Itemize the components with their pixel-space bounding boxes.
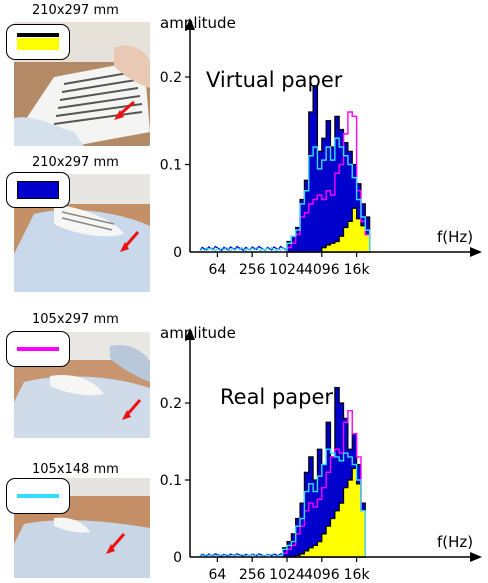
chart-2-title: Real paper bbox=[220, 385, 333, 409]
chart-2-x-axis-arrow bbox=[470, 552, 482, 562]
panel-3-size-label: 105x297 mm bbox=[32, 312, 119, 327]
chart-2-y-axis-arrow bbox=[185, 328, 195, 340]
legend-swatch-cyan bbox=[17, 494, 59, 498]
chart-1-baseline-noise bbox=[199, 245, 288, 252]
chart-2-baseline-noise-cyan bbox=[199, 553, 283, 557]
legend-virtual-flat bbox=[6, 24, 70, 60]
chart-1-ytick-label-0: 0 bbox=[173, 245, 182, 261]
chart-2-xtick-label-2: 1024 bbox=[269, 567, 305, 583]
legend-swatch-black bbox=[17, 33, 59, 37]
chart-1-series-4-line bbox=[286, 137, 371, 252]
legend-virtual-curled bbox=[6, 172, 70, 208]
chart-1-baseline-noise-cyan bbox=[199, 246, 288, 252]
panel-4-size-label: 105x148 mm bbox=[32, 462, 119, 477]
chart-1-y-axis-arrow bbox=[185, 18, 195, 30]
chart-1-xtick-label-2: 1024 bbox=[269, 262, 305, 278]
legend-swatch-yellow bbox=[17, 38, 59, 50]
chart-2-xtick-label-3: 4096 bbox=[304, 567, 340, 583]
chart-2-series-2-fill bbox=[282, 467, 366, 558]
legend-swatch-blue bbox=[17, 181, 59, 199]
chart-2-ytick-label-0: 0 bbox=[173, 550, 182, 566]
panel-1-size-label: 210x297 mm bbox=[32, 3, 119, 18]
chart-2-xtick-label-1: 256 bbox=[239, 567, 266, 583]
chart-1-xtick-label-0: 64 bbox=[208, 262, 226, 278]
chart-1-xtick-label-1: 256 bbox=[239, 262, 266, 278]
chart-1-title: Virtual paper bbox=[206, 68, 343, 92]
chart-1-xtick-label-4: 16k bbox=[344, 262, 371, 278]
chart-2-ytick-label-1: 0.1 bbox=[160, 473, 182, 489]
chart-1-ytick-label-1: 0.1 bbox=[160, 158, 182, 174]
chart-1-xtick-label-3: 4096 bbox=[304, 262, 340, 278]
panel-3-photo bbox=[14, 332, 150, 438]
chart-2-ylabel: amplitude bbox=[160, 324, 236, 342]
chart-1-x-axis-arrow bbox=[470, 247, 482, 257]
chart-1-xlabel: f(Hz) bbox=[437, 228, 473, 246]
chart-2-xtick-label-4: 16k bbox=[344, 567, 371, 583]
chart-1-ylabel: amplitude bbox=[160, 14, 236, 32]
chart-1-ytick-label-2: 0.2 bbox=[160, 70, 182, 86]
panel-2-size-label: 210x297 mm bbox=[32, 155, 119, 170]
legend-swatch-magenta bbox=[17, 347, 59, 351]
chart-2-xlabel: f(Hz) bbox=[437, 533, 473, 551]
chart-2-ytick-label-2: 0.2 bbox=[160, 396, 182, 412]
chart-2-xtick-label-0: 64 bbox=[208, 567, 226, 583]
chart-2-baseline-noise bbox=[199, 553, 283, 557]
chart-2-series-4-line bbox=[281, 448, 366, 557]
legend-real-quarter bbox=[6, 478, 70, 514]
legend-real-half bbox=[6, 331, 70, 367]
